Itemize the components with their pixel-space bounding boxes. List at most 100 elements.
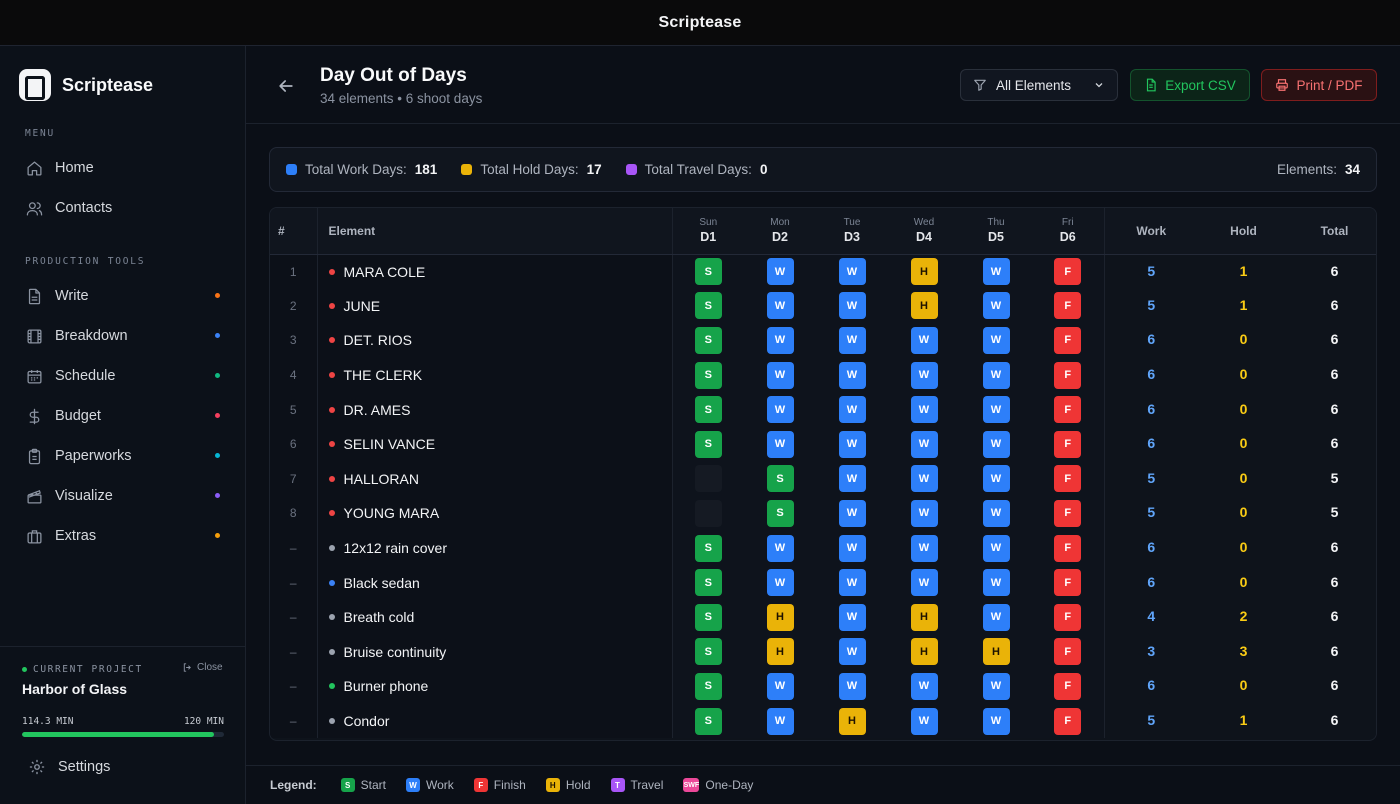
day-status-badge[interactable]: F bbox=[1054, 258, 1082, 286]
day-status-badge[interactable]: W bbox=[766, 326, 794, 354]
day-status-badge[interactable]: W bbox=[838, 430, 866, 458]
day-status-badge[interactable]: W bbox=[982, 707, 1010, 735]
table-row[interactable]: – Black sedan S W W W W F 6 0 6 bbox=[270, 565, 1376, 600]
day-status-badge[interactable]: W bbox=[838, 396, 866, 424]
day-status-badge[interactable]: S bbox=[694, 430, 722, 458]
table-row[interactable]: 7 HALLORAN S W W W F 5 0 5 bbox=[270, 461, 1376, 497]
day-status-badge[interactable]: F bbox=[1054, 499, 1082, 527]
close-project-button[interactable]: Close bbox=[182, 662, 223, 673]
sidebar-item-contacts[interactable]: Contacts bbox=[14, 191, 232, 225]
print-pdf-button[interactable]: Print / PDF bbox=[1261, 69, 1377, 101]
table-row[interactable]: – Burner phone S W W W W F 6 0 6 bbox=[270, 669, 1376, 704]
day-status-badge[interactable]: H bbox=[982, 638, 1010, 666]
table-row[interactable]: – Bruise continuity S H W H H F 3 3 6 bbox=[270, 634, 1376, 670]
day-status-badge[interactable]: S bbox=[694, 638, 722, 666]
element-filter-select[interactable]: All Elements bbox=[960, 69, 1118, 101]
day-status-badge[interactable]: H bbox=[910, 638, 938, 666]
element-cell[interactable]: MARA COLE bbox=[317, 254, 673, 289]
day-status-badge[interactable]: S bbox=[694, 292, 722, 320]
day-status-badge[interactable]: W bbox=[766, 430, 794, 458]
empty-day-cell[interactable] bbox=[694, 499, 722, 527]
day-status-badge[interactable]: F bbox=[1054, 603, 1082, 631]
day-status-badge[interactable]: W bbox=[910, 430, 938, 458]
day-status-badge[interactable]: F bbox=[1054, 707, 1082, 735]
day-status-badge[interactable]: W bbox=[766, 292, 794, 320]
sidebar-item-schedule[interactable]: Schedule bbox=[14, 359, 232, 393]
settings-button[interactable]: Settings bbox=[28, 758, 110, 776]
sidebar-item-budget[interactable]: Budget bbox=[14, 399, 232, 433]
sidebar-item-paperworks[interactable]: Paperworks bbox=[14, 439, 232, 473]
day-status-badge[interactable]: W bbox=[910, 499, 938, 527]
day-status-badge[interactable]: W bbox=[982, 534, 1010, 562]
day-status-badge[interactable]: W bbox=[910, 672, 938, 700]
day-status-badge[interactable]: W bbox=[766, 258, 794, 286]
day-status-badge[interactable]: W bbox=[910, 326, 938, 354]
element-cell[interactable]: DR. AMES bbox=[317, 392, 673, 427]
empty-day-cell[interactable] bbox=[694, 465, 722, 493]
logo[interactable]: Scriptease bbox=[19, 69, 153, 101]
day-status-badge[interactable]: W bbox=[838, 638, 866, 666]
day-status-badge[interactable]: F bbox=[1054, 361, 1082, 389]
sidebar-item-extras[interactable]: Extras bbox=[14, 519, 232, 553]
day-status-badge[interactable]: W bbox=[910, 534, 938, 562]
element-cell[interactable]: 12x12 rain cover bbox=[317, 530, 673, 566]
day-status-badge[interactable]: W bbox=[910, 361, 938, 389]
sidebar-item-visualize[interactable]: Visualize bbox=[14, 479, 232, 513]
day-status-badge[interactable]: W bbox=[838, 361, 866, 389]
table-row[interactable]: – Condor S W H W W F 5 1 6 bbox=[270, 703, 1376, 739]
day-status-badge[interactable]: S bbox=[694, 569, 722, 597]
day-status-badge[interactable]: S bbox=[766, 499, 794, 527]
day-status-badge[interactable]: W bbox=[766, 361, 794, 389]
table-row[interactable]: 2 JUNE S W W H W F 5 1 6 bbox=[270, 288, 1376, 324]
day-status-badge[interactable]: W bbox=[982, 292, 1010, 320]
table-row[interactable]: 4 THE CLERK S W W W W F 6 0 6 bbox=[270, 357, 1376, 393]
day-status-badge[interactable]: W bbox=[982, 569, 1010, 597]
day-status-badge[interactable]: H bbox=[910, 603, 938, 631]
day-status-badge[interactable]: S bbox=[694, 361, 722, 389]
element-cell[interactable]: Black sedan bbox=[317, 565, 673, 600]
day-status-badge[interactable]: W bbox=[838, 672, 866, 700]
day-status-badge[interactable]: S bbox=[694, 603, 722, 631]
day-status-badge[interactable]: W bbox=[838, 499, 866, 527]
day-status-badge[interactable]: W bbox=[838, 465, 866, 493]
day-status-badge[interactable]: H bbox=[838, 707, 866, 735]
day-status-badge[interactable]: W bbox=[982, 603, 1010, 631]
day-status-badge[interactable]: F bbox=[1054, 292, 1082, 320]
day-status-badge[interactable]: H bbox=[910, 258, 938, 286]
day-status-badge[interactable]: F bbox=[1054, 534, 1082, 562]
element-cell[interactable]: Breath cold bbox=[317, 599, 673, 635]
table-row[interactable]: 3 DET. RIOS S W W W W F 6 0 6 bbox=[270, 323, 1376, 358]
day-status-badge[interactable]: S bbox=[694, 326, 722, 354]
sidebar-item-write[interactable]: Write bbox=[14, 279, 232, 313]
day-status-badge[interactable]: W bbox=[910, 465, 938, 493]
day-status-badge[interactable]: S bbox=[694, 707, 722, 735]
element-cell[interactable]: Condor bbox=[317, 703, 673, 739]
day-status-badge[interactable]: F bbox=[1054, 396, 1082, 424]
day-status-badge[interactable]: W bbox=[982, 499, 1010, 527]
day-status-badge[interactable]: F bbox=[1054, 326, 1082, 354]
element-cell[interactable]: Burner phone bbox=[317, 669, 673, 704]
day-status-badge[interactable]: W bbox=[838, 326, 866, 354]
day-status-badge[interactable]: S bbox=[694, 396, 722, 424]
day-status-badge[interactable]: W bbox=[766, 672, 794, 700]
day-status-badge[interactable]: F bbox=[1054, 465, 1082, 493]
day-status-badge[interactable]: W bbox=[910, 707, 938, 735]
sidebar-item-home[interactable]: Home bbox=[14, 151, 232, 185]
day-status-badge[interactable]: H bbox=[766, 603, 794, 631]
table-row[interactable]: 1 MARA COLE S W W H W F 5 1 6 bbox=[270, 254, 1376, 289]
day-status-badge[interactable]: W bbox=[982, 396, 1010, 424]
day-status-badge[interactable]: S bbox=[694, 672, 722, 700]
day-status-badge[interactable]: W bbox=[838, 258, 866, 286]
table-row[interactable]: – Breath cold S H W H W F 4 2 6 bbox=[270, 599, 1376, 635]
element-cell[interactable]: SELIN VANCE bbox=[317, 426, 673, 462]
day-status-badge[interactable]: F bbox=[1054, 638, 1082, 666]
element-cell[interactable]: THE CLERK bbox=[317, 357, 673, 393]
table-row[interactable]: – 12x12 rain cover S W W W W F 6 0 6 bbox=[270, 530, 1376, 566]
day-status-badge[interactable]: W bbox=[982, 258, 1010, 286]
day-status-badge[interactable]: H bbox=[910, 292, 938, 320]
element-cell[interactable]: DET. RIOS bbox=[317, 323, 673, 358]
day-status-badge[interactable]: W bbox=[982, 672, 1010, 700]
element-cell[interactable]: JUNE bbox=[317, 288, 673, 324]
day-status-badge[interactable]: S bbox=[766, 465, 794, 493]
day-status-badge[interactable]: F bbox=[1054, 672, 1082, 700]
